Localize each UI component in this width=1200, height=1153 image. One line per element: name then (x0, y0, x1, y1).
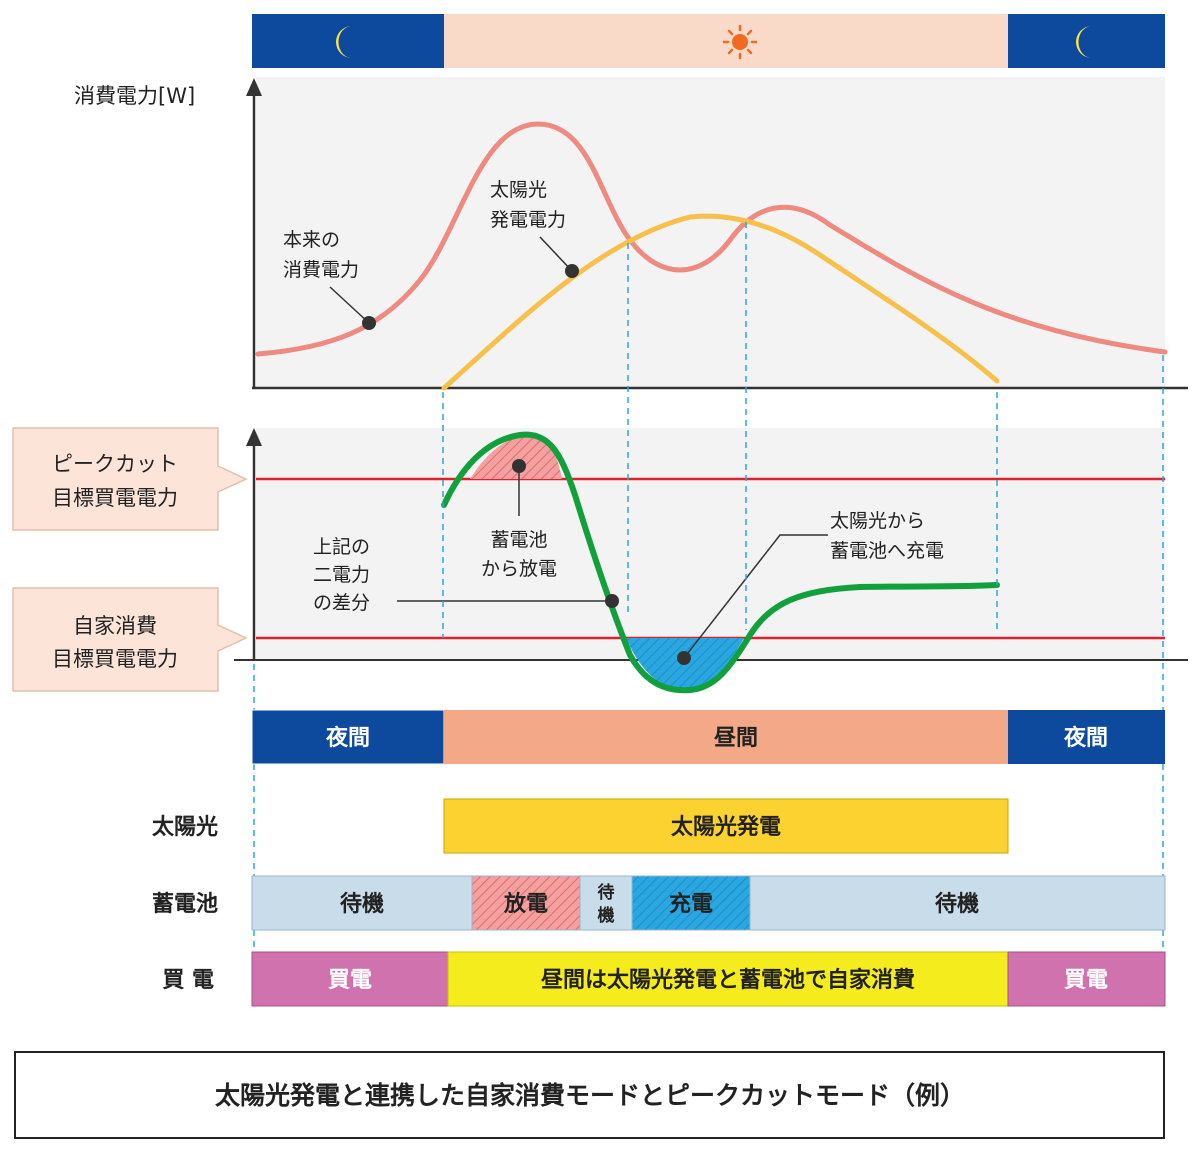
battery-standby-left (251, 875, 473, 931)
time-guides (253, 222, 1164, 952)
buy-right (1007, 951, 1166, 1007)
caption: 太陽光発電と連携した自家消費モードとピークカットモード（例） (215, 1081, 965, 1110)
buy-middle (447, 951, 1009, 1007)
y-axis-bottom-arrow (246, 428, 262, 446)
charge-label-line2: 蓄電池へ充電 (830, 540, 944, 562)
battery-row: 蓄電池 待機 放電 待 機 充電 待機 (152, 875, 1166, 931)
buy-middle-label: 昼間は太陽光発電と蓄電池で自家消費 (541, 967, 915, 993)
period-day (444, 710, 1008, 764)
difference-annotation: 上記の 二電力 の差分 (313, 536, 619, 614)
consumption-label-line1: 本来の (283, 229, 340, 251)
battery-standby-mid-label1: 待 (598, 882, 615, 903)
net-purchase-curve (441, 431, 1000, 694)
solar-leader (539, 236, 573, 272)
self-consumption-callout-line2: 目標買電電力 (52, 647, 178, 671)
discharge-annotation: 蓄電池 から放電 (481, 459, 557, 580)
solar-row: 太陽光 太陽光発電 (152, 798, 1009, 854)
self-consumption-callout-line1: 自家消費 (73, 614, 157, 638)
buy-left-label: 買電 (328, 968, 372, 993)
period-night-left-label: 夜間 (325, 725, 370, 751)
period-night-left (251, 709, 445, 765)
battery-charge (631, 875, 751, 931)
consumption-annotation: 本来の 消費電力 (283, 229, 376, 330)
caption-box: 太陽光発電と連携した自家消費モードとピークカットモード（例） (14, 1051, 1165, 1139)
solar-annotation: 太陽光 発電電力 (490, 179, 579, 278)
difference-marker (605, 594, 619, 608)
solar-curve (441, 213, 1000, 391)
peak-cut-callout-line2: 目標買電電力 (52, 486, 178, 510)
discharge-label-line2: から放電 (481, 558, 557, 580)
charge-annotation: 太陽光から 蓄電池へ充電 (677, 510, 944, 665)
solar-label-line1: 太陽光 (490, 179, 547, 201)
moon-icon-right (1076, 26, 1092, 58)
sun-icon (722, 24, 758, 60)
discharge-area (470, 435, 562, 479)
solar-bar-label: 太陽光発電 (671, 815, 781, 840)
day-night-band (252, 14, 1165, 68)
battery-standby-mid-label2: 機 (598, 905, 615, 926)
difference-label-line3: の差分 (313, 592, 370, 614)
period-row: 夜間 昼間 夜間 (251, 709, 1165, 765)
y-axis-arrow (246, 78, 262, 96)
consumption-label-line2: 消費電力 (283, 259, 359, 281)
battery-discharge (471, 875, 581, 931)
solar-marker (565, 264, 579, 278)
peak-cut-callout-line1: ピークカット (52, 452, 178, 476)
buy-left (251, 951, 449, 1007)
top-chart-panel (256, 77, 1165, 388)
solar-bar (443, 798, 1009, 854)
night-band-right (1008, 14, 1165, 68)
charge-leader (683, 534, 828, 659)
night-band-left (252, 14, 444, 68)
charge-label-line1: 太陽光から (830, 510, 925, 532)
buy-row: 買 電 買電 昼間は太陽光発電と蓄電池で自家消費 買電 (162, 951, 1166, 1007)
period-night-right (1008, 710, 1165, 764)
buy-row-label: 買 電 (162, 968, 214, 993)
period-day-label: 昼間 (714, 726, 758, 751)
battery-row-label: 蓄電池 (152, 892, 218, 917)
battery-standby-right-label: 待機 (935, 891, 979, 917)
discharge-label-line1: 蓄電池 (490, 529, 547, 551)
grid-purchase-chart: ピークカット 目標買電電力 自家消費 目標買電電力 上記の 二電力 の差分 蓄電… (12, 427, 1188, 694)
self-consumption-callout: 自家消費 目標買電電力 (12, 587, 248, 692)
period-night-right-label: 夜間 (1063, 725, 1108, 751)
battery-standby-mid (579, 875, 633, 931)
difference-label-line2: 二電力 (313, 564, 370, 586)
solar-row-label: 太陽光 (152, 815, 218, 840)
consumption-marker (362, 316, 376, 330)
buy-right-label: 買電 (1064, 968, 1108, 993)
battery-discharge-label: 放電 (503, 891, 548, 917)
solar-label-line2: 発電電力 (490, 209, 566, 231)
battery-standby-right (749, 875, 1166, 931)
peak-cut-callout: ピークカット 目標買電電力 (12, 427, 248, 531)
difference-label-line1: 上記の (313, 536, 370, 558)
bottom-chart-panel (256, 428, 1165, 660)
battery-charge-label: 充電 (669, 891, 713, 917)
moon-icon (336, 26, 352, 58)
consumption-chart: 消費電力[W] 本来の 消費電力 太陽光 発電電力 (74, 77, 1188, 391)
battery-standby-left-label: 待機 (340, 891, 384, 917)
consumption-leader (329, 286, 370, 324)
y-axis-label: 消費電力[W] (74, 84, 195, 108)
